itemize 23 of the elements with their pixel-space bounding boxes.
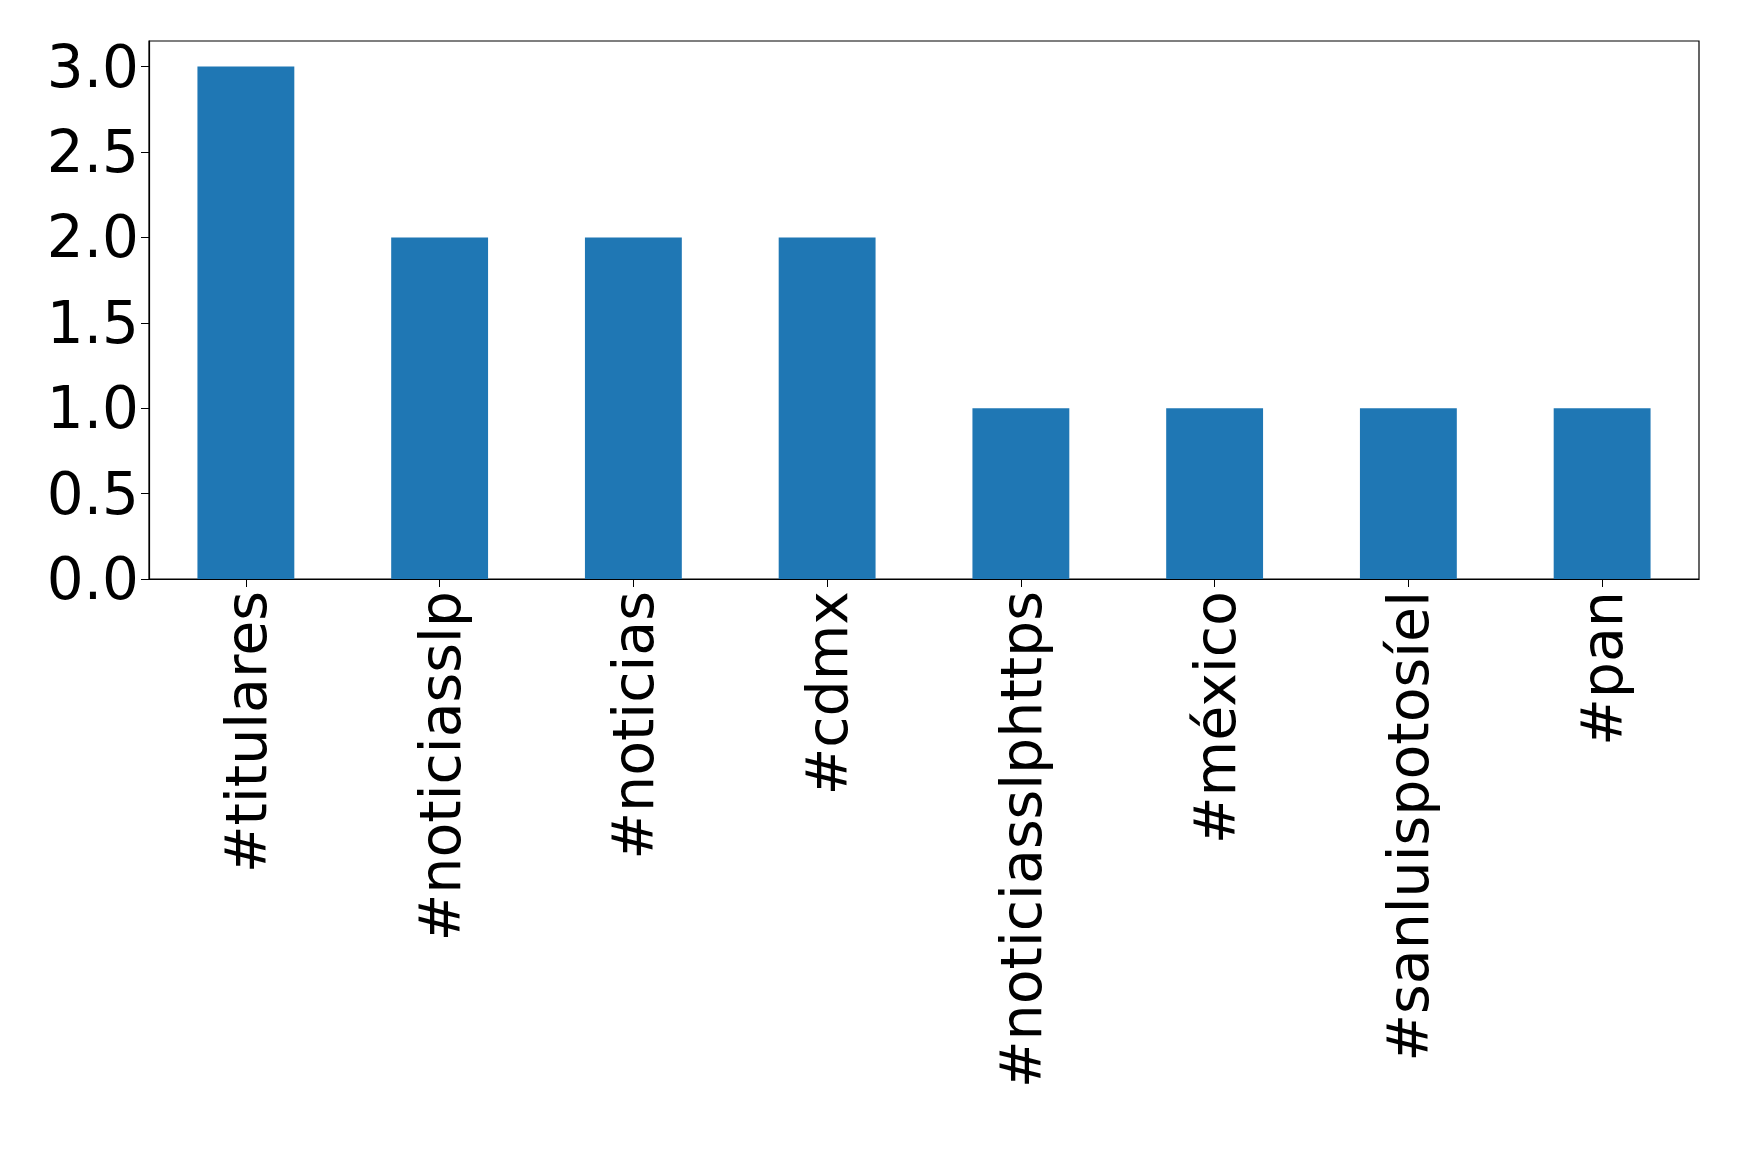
y-tick-label: 2.5	[46, 118, 139, 187]
x-tick-label: #noticiasslp	[406, 591, 473, 942]
x-tick-label: #cdmx	[794, 591, 861, 796]
bar	[584, 237, 682, 579]
bar	[1359, 408, 1457, 579]
x-tick-label: #pan	[1569, 591, 1636, 746]
bar	[972, 408, 1070, 579]
y-tick-label: 1.5	[46, 288, 139, 357]
bar	[197, 66, 295, 579]
x-tick-label: #titulares	[212, 591, 279, 874]
x-tick-label: #sanluispotosíel	[1375, 591, 1442, 1062]
x-tick-label: #noticiasslphttps	[987, 591, 1054, 1089]
y-tick-label: 3.0	[46, 32, 139, 101]
y-tick-label: 0.5	[46, 459, 139, 528]
bar	[1553, 408, 1651, 579]
bar	[1166, 408, 1264, 579]
y-tick-label: 2.0	[46, 203, 139, 272]
y-tick-label: 1.0	[46, 374, 139, 443]
y-tick-label: 0.0	[46, 545, 139, 613]
x-tick-label: #noticias	[600, 591, 667, 860]
x-tick-label: #méxico	[1181, 591, 1248, 845]
bar	[778, 237, 876, 579]
bar	[391, 237, 489, 579]
